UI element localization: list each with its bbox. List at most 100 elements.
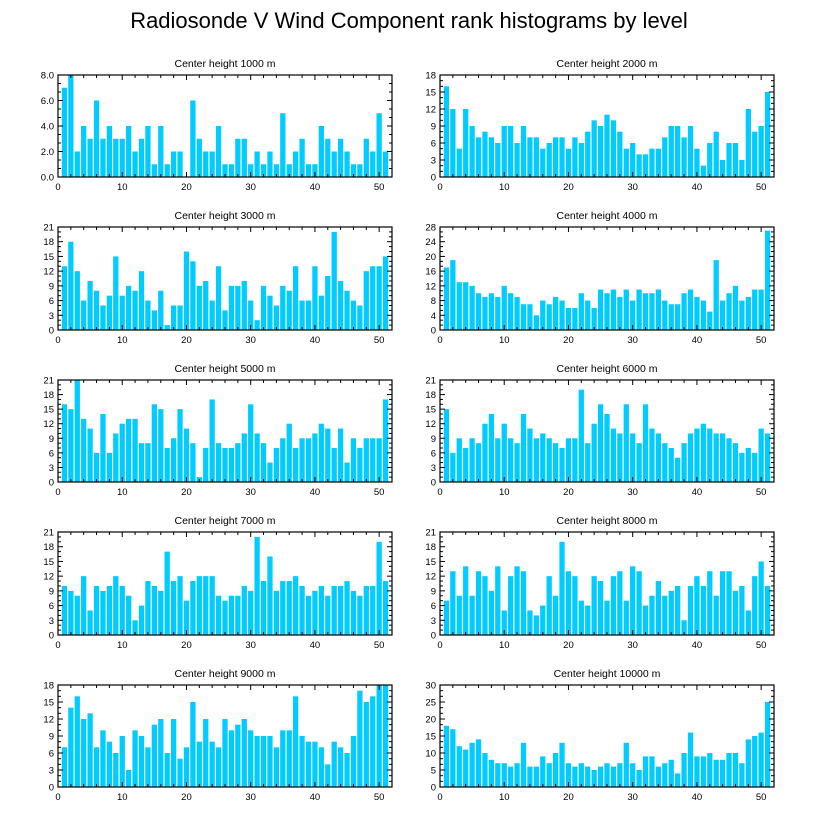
bar (177, 305, 183, 330)
bar (215, 266, 222, 330)
bar (100, 414, 106, 482)
bar (183, 600, 190, 635)
chart-panel-1: Center height 1000 m 0 10 20 30 40 50 0.0 2.0 4.0… (41, 58, 393, 193)
y-tick-label: 6 (431, 139, 436, 150)
panel-title: Center height 7000 m (175, 515, 276, 527)
bar (559, 300, 565, 330)
bar (630, 143, 636, 177)
y-tick-label: 20 (425, 715, 436, 726)
bar (248, 730, 254, 787)
bar (591, 576, 597, 635)
bar (293, 448, 299, 482)
bar (546, 143, 552, 177)
bar (514, 763, 520, 787)
bar (482, 296, 488, 330)
bar (687, 289, 694, 330)
bar (450, 452, 456, 482)
bar (158, 590, 164, 635)
bar (254, 433, 260, 482)
bar (382, 256, 389, 330)
bar (758, 732, 764, 787)
bar (318, 585, 324, 635)
bar (106, 452, 113, 482)
bar (241, 719, 247, 787)
bar (520, 126, 527, 177)
bar (312, 741, 318, 787)
bar (707, 428, 713, 482)
bar (126, 418, 132, 482)
bar (719, 759, 726, 787)
bar (376, 438, 382, 482)
bar (318, 423, 324, 482)
bar (363, 138, 369, 177)
bar (196, 741, 202, 787)
bar (350, 438, 357, 482)
y-tick-label: 9 (431, 586, 436, 597)
x-tick-label: 0 (55, 182, 60, 193)
bar (145, 126, 151, 177)
bar (158, 290, 164, 330)
bar (540, 433, 546, 482)
bar (610, 766, 617, 787)
bar (370, 585, 376, 635)
bar (215, 126, 222, 177)
bar (488, 293, 495, 330)
x-tick-label: 50 (374, 335, 385, 346)
bar (87, 428, 93, 482)
bar (196, 285, 202, 330)
bar (501, 126, 507, 177)
bar (100, 730, 106, 787)
bar (700, 165, 706, 177)
bar (68, 409, 74, 482)
bar (248, 404, 254, 482)
x-tick-label: 50 (374, 792, 385, 803)
bar (617, 131, 623, 177)
bar (694, 756, 700, 787)
bar (267, 462, 273, 482)
bar (151, 724, 157, 787)
bar (597, 581, 604, 635)
bar (228, 730, 235, 787)
bar (655, 766, 662, 787)
bar (745, 448, 751, 482)
x-tick-label: 50 (756, 335, 767, 346)
bar (623, 404, 629, 482)
y-tick-label: 15 (43, 557, 54, 568)
x-tick-label: 10 (117, 640, 128, 651)
bar (170, 438, 177, 482)
bar (344, 581, 350, 635)
bar (508, 576, 514, 635)
bar (164, 448, 170, 482)
bar (100, 305, 106, 330)
bar (267, 151, 273, 177)
x-tick-label: 50 (756, 640, 767, 651)
y-tick-label: 25 (425, 698, 436, 709)
bar (357, 595, 363, 635)
bar (235, 443, 241, 482)
bar (520, 414, 527, 482)
bar (662, 595, 668, 635)
y-tick-label: 12 (43, 267, 54, 278)
bar (758, 289, 764, 330)
bar (100, 138, 106, 177)
bar (325, 276, 331, 330)
bar (700, 300, 706, 330)
bar (325, 595, 331, 635)
bar (655, 289, 662, 330)
x-tick-label: 10 (117, 182, 128, 193)
bar (286, 164, 292, 177)
y-tick-label: 18 (43, 237, 54, 248)
bar (752, 452, 758, 482)
y-tick-label: 10 (425, 749, 436, 760)
bar (456, 148, 462, 177)
bar (508, 766, 514, 787)
panel-title: Center height 1000 m (175, 58, 276, 70)
bar (675, 304, 681, 330)
bar (273, 747, 280, 787)
bar (617, 296, 623, 330)
bar (745, 739, 751, 787)
bar (649, 428, 655, 482)
y-tick-label: 15 (425, 557, 436, 568)
bar (68, 241, 74, 330)
bar (331, 585, 337, 635)
